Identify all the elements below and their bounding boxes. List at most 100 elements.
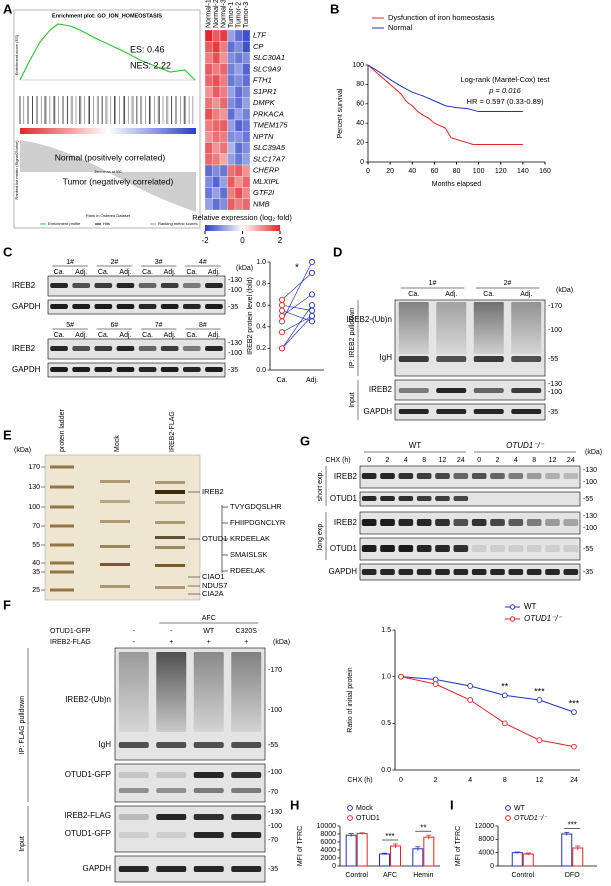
heat-cell — [204, 119, 213, 132]
y-tick-label: 6000 — [320, 839, 336, 846]
band — [473, 388, 504, 393]
point — [571, 743, 577, 750]
label: IP: FLAG pulldown — [19, 696, 26, 754]
label: (kDa) — [236, 265, 253, 272]
y-tick-label: 0 — [360, 159, 364, 166]
label: OTUD1 — [330, 544, 358, 553]
label: -100 — [548, 327, 562, 334]
label: -35 — [228, 367, 238, 374]
panel-label: E — [3, 427, 12, 442]
band — [193, 652, 224, 732]
band — [94, 304, 113, 309]
survival-line — [367, 64, 523, 113]
lane-label: Mock — [114, 435, 121, 452]
heat-cell — [219, 74, 228, 87]
label: Enrichment score (ES) — [14, 34, 19, 75]
heat-cell — [234, 131, 243, 143]
band — [100, 520, 130, 523]
lane-label: Adj. — [520, 291, 532, 298]
label: GAPDH — [12, 302, 41, 311]
band — [118, 788, 149, 793]
heat-cell — [212, 86, 221, 98]
label: -100 — [268, 707, 282, 714]
label: 2# — [504, 280, 512, 287]
band — [156, 832, 187, 838]
label: WT — [203, 628, 215, 635]
label: IREB2 — [12, 281, 36, 290]
bar — [511, 852, 523, 867]
heat-cell — [227, 131, 236, 143]
legend-label: Mock — [356, 805, 373, 812]
label: NES: 2.22 — [130, 60, 171, 70]
label: -35 — [548, 409, 558, 416]
y-tick-label: 100 — [352, 62, 364, 69]
band — [50, 588, 74, 592]
point — [536, 737, 543, 743]
band — [50, 524, 74, 528]
band — [508, 473, 524, 479]
heat-cell — [227, 176, 236, 188]
label: Zero cross at 900 — [94, 170, 121, 174]
heat-cell — [204, 74, 213, 87]
point — [278, 318, 286, 325]
label: -55 — [583, 496, 593, 503]
heat-cell — [212, 63, 221, 76]
band — [435, 569, 450, 575]
band — [231, 772, 262, 778]
band — [50, 561, 74, 565]
bar — [423, 836, 435, 867]
point — [308, 312, 316, 320]
point — [398, 673, 404, 680]
band — [155, 521, 185, 524]
y-tick-label: 20 — [356, 139, 364, 146]
band — [361, 519, 377, 526]
blot — [47, 275, 226, 297]
x-tick-label: 20 — [386, 168, 394, 175]
band — [50, 485, 74, 489]
rank-bar — [20, 128, 196, 134]
label: Input — [19, 836, 26, 852]
label: CIA2A — [202, 589, 224, 598]
pair-line — [281, 304, 313, 311]
heat-cell — [234, 119, 243, 132]
column-label: Normal-2 — [213, 0, 220, 28]
band — [116, 346, 135, 351]
lane-label: Ca. — [142, 269, 153, 276]
label: OTUD1-GFP — [50, 628, 91, 635]
label: FHIIPDGNCLYR — [230, 518, 286, 527]
heat-cell — [204, 131, 213, 143]
band — [511, 356, 542, 362]
x-tick-label: Control — [345, 872, 368, 879]
heat-cell — [234, 41, 243, 53]
band — [231, 652, 262, 732]
heat-cell — [227, 108, 236, 121]
label: Rank in Ordered Dataset — [86, 213, 131, 218]
heat-cell — [234, 74, 243, 87]
band — [156, 652, 187, 732]
blot — [47, 299, 226, 315]
band — [380, 569, 395, 575]
band — [118, 652, 149, 732]
panel-label: I — [450, 797, 454, 812]
band — [156, 814, 187, 820]
lane-label: 0 — [477, 457, 481, 464]
band — [50, 543, 74, 547]
lane-label: Adj. — [119, 332, 131, 339]
band — [526, 569, 542, 575]
lane-label: 4 — [514, 457, 518, 464]
lane-label: 24 — [567, 457, 575, 464]
panel-label: D — [333, 244, 342, 259]
band — [490, 473, 505, 479]
band — [508, 545, 524, 552]
x-tick-label: 120 — [495, 168, 507, 175]
annotation: p = 0.016 — [488, 86, 521, 95]
lane-label: Ca. — [483, 291, 494, 298]
heat-cell — [234, 29, 243, 42]
heat-cell — [227, 198, 236, 211]
band — [545, 473, 560, 479]
label: OTUD1 — [202, 534, 227, 543]
lane-label: Adj. — [75, 332, 87, 339]
heat-cell — [227, 97, 236, 109]
label: short exp. — [317, 471, 324, 502]
